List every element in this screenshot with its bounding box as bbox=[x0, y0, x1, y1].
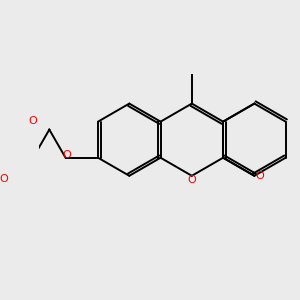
Text: O: O bbox=[255, 171, 264, 181]
Text: O: O bbox=[62, 150, 71, 160]
Text: O: O bbox=[0, 174, 8, 184]
Text: O: O bbox=[188, 175, 196, 185]
Text: O: O bbox=[29, 116, 38, 126]
